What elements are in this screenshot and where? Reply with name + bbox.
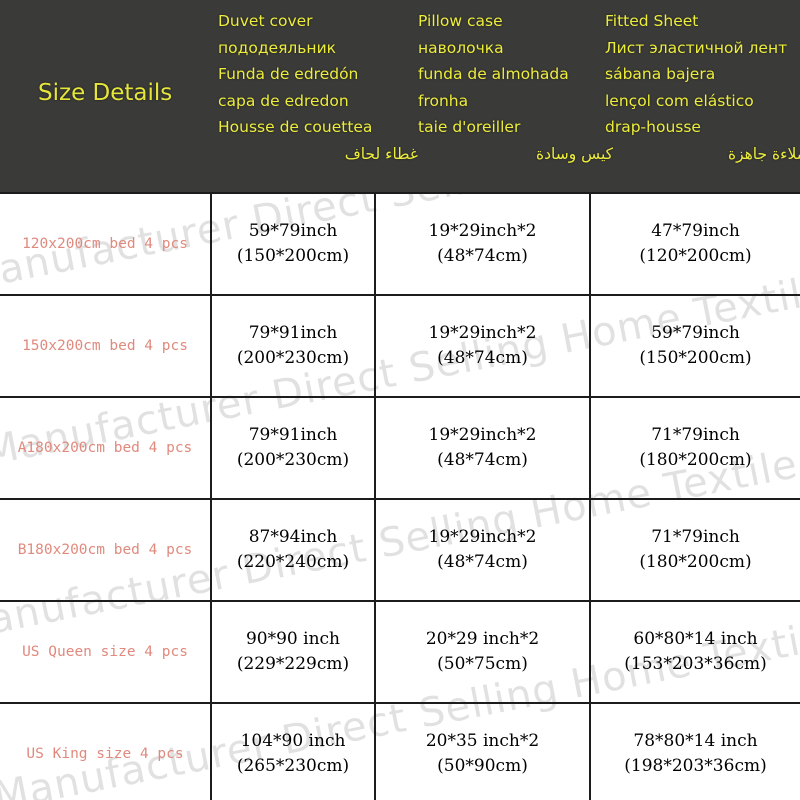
measure-inch: 79*91inch: [248, 425, 338, 445]
header-line-pt: lençol com elástico: [605, 91, 754, 110]
measure-inch: 104*90 inch: [240, 731, 346, 751]
measure-cm: (150*200cm): [236, 246, 350, 266]
measure-inch: 19*29inch*2: [428, 323, 537, 343]
measure-inch: 20*35 inch*2: [425, 731, 540, 751]
size-table-body: 120x200cm bed 4 pcs 59*79inch (150*200cm)…: [0, 192, 800, 800]
measure-cm: (265*230cm): [236, 756, 350, 776]
cell-size: 150x200cm bed 4 pcs: [0, 294, 212, 398]
measure-cm: (50*75cm): [437, 654, 528, 674]
cell-pillow: 19*29inch*2 (48*74cm): [374, 192, 591, 296]
cell-duvet: 87*94inch (220*240cm): [210, 498, 376, 602]
measure-inch: 59*79inch: [248, 221, 338, 241]
header-line-en: Duvet cover: [218, 12, 313, 30]
measure-inch: 90*90 inch: [245, 629, 341, 649]
cell-sheet: 78*80*14 inch (198*203*36cm): [589, 702, 800, 800]
header-line-es: Funda de edredón: [218, 65, 359, 83]
measure-cm: (48*74cm): [437, 246, 528, 266]
measure-cm: (150*200cm): [639, 348, 752, 368]
cell-size: B180x200cm bed 4 pcs: [0, 498, 212, 602]
cell-pillow: 19*29inch*2 (48*74cm): [374, 294, 591, 398]
header-line-ru: наволочка: [418, 38, 504, 57]
measure-cm: (153*203*36cm): [624, 654, 767, 674]
size-label: A180x200cm bed 4 pcs: [17, 440, 193, 456]
measure-inch: 78*80*14 inch: [633, 731, 758, 751]
cell-size: A180x200cm bed 4 pcs: [0, 396, 212, 500]
cell-pillow: 20*29 inch*2 (50*75cm): [374, 600, 591, 704]
size-label: B180x200cm bed 4 pcs: [17, 542, 193, 558]
measure-cm: (50*90cm): [437, 756, 528, 776]
cell-size: US King size 4 pcs: [0, 702, 212, 800]
header-line-es: sábana bajera: [605, 65, 716, 83]
measure-inch: 19*29inch*2: [428, 221, 537, 241]
measure-cm: (48*74cm): [437, 450, 528, 470]
measure-inch: 19*29inch*2: [428, 425, 537, 445]
table-row: 120x200cm bed 4 pcs 59*79inch (150*200cm)…: [0, 192, 800, 296]
measure-inch: 20*29 inch*2: [425, 629, 540, 649]
measure-cm: (48*74cm): [437, 552, 528, 572]
measure-cm: (120*200cm): [639, 246, 752, 266]
cell-sheet: 59*79inch (150*200cm): [589, 294, 800, 398]
measure-cm: (200*230cm): [236, 450, 350, 470]
header-line-es: funda de almohada: [418, 65, 569, 83]
cell-duvet: 90*90 inch (229*229cm): [210, 600, 376, 704]
header-line-fr: taie d'oreiller: [418, 118, 521, 136]
header-line-en: Pillow case: [418, 12, 503, 30]
measure-inch: 19*29inch*2: [428, 527, 537, 547]
measure-inch: 47*79inch: [651, 221, 740, 241]
header-column-duvet-cover: Duvet cover пододеяльник Funda de edredó…: [218, 8, 418, 167]
table-row: US King size 4 pcs 104*90 inch (265*230cm…: [0, 702, 800, 800]
table-header-band: Size Details Duvet cover пододеяльник Fu…: [0, 0, 800, 192]
header-line-pt: capa de edredon: [218, 91, 349, 110]
header-line-ru: пододеяльник: [218, 38, 337, 57]
measure-inch: 59*79inch: [651, 323, 740, 343]
header-line-en: Fitted Sheet: [605, 12, 699, 30]
cell-sheet: 71*79inch (180*200cm): [589, 396, 800, 500]
header-line-ru: Лист эластичной лент: [605, 38, 788, 57]
size-label: 120x200cm bed 4 pcs: [22, 236, 188, 252]
cell-sheet: 60*80*14 inch (153*203*36cm): [589, 600, 800, 704]
cell-duvet: 59*79inch (150*200cm): [210, 192, 376, 296]
cell-pillow: 20*35 inch*2 (50*90cm): [374, 702, 591, 800]
measure-inch: 87*94inch: [248, 527, 338, 547]
measure-inch: 71*79inch: [651, 425, 740, 445]
measure-inch: 60*80*14 inch: [633, 629, 758, 649]
header-line-pt: fronha: [418, 91, 469, 110]
size-details-table: 120x200cm bed 4 pcs 59*79inch (150*200cm)…: [0, 192, 800, 800]
measure-cm: (48*74cm): [437, 348, 528, 368]
size-label: US King size 4 pcs: [26, 746, 184, 762]
table-row: US Queen size 4 pcs 90*90 inch (229*229cm…: [0, 600, 800, 704]
header-line-ar: كيس وسادة: [536, 144, 613, 163]
measure-inch: 71*79inch: [651, 527, 740, 547]
cell-sheet: 71*79inch (180*200cm): [589, 498, 800, 602]
cell-size: US Queen size 4 pcs: [0, 600, 212, 704]
header-column-pillow-case: Pillow case наволочка funda de almohada …: [418, 8, 613, 167]
cell-duvet: 79*91inch (200*230cm): [210, 294, 376, 398]
cell-sheet: 47*79inch (120*200cm): [589, 192, 800, 296]
cell-pillow: 19*29inch*2 (48*74cm): [374, 396, 591, 500]
measure-cm: (180*200cm): [639, 552, 752, 572]
cell-duvet: 104*90 inch (265*230cm): [210, 702, 376, 800]
measure-cm: (220*240cm): [236, 552, 350, 572]
header-line-ar: ملاءة جاهزة: [727, 144, 800, 163]
size-label: 150x200cm bed 4 pcs: [22, 338, 188, 354]
measure-cm: (180*200cm): [639, 450, 752, 470]
header-line-ar: غطاء لحاف: [344, 144, 418, 163]
measure-inch: 79*91inch: [248, 323, 338, 343]
table-row: B180x200cm bed 4 pcs 87*94inch (220*240cm…: [0, 498, 800, 602]
header-column-fitted-sheet: Fitted Sheet Лист эластичной лент sábana…: [605, 8, 800, 167]
measure-cm: (200*230cm): [236, 348, 350, 368]
table-row: A180x200cm bed 4 pcs 79*91inch (200*230cm…: [0, 396, 800, 500]
header-line-fr: drap-housse: [605, 118, 701, 136]
measure-cm: (229*229cm): [236, 654, 350, 674]
cell-duvet: 79*91inch (200*230cm): [210, 396, 376, 500]
table-row: 150x200cm bed 4 pcs 79*91inch (200*230cm)…: [0, 294, 800, 398]
header-line-fr: Housse de couettea: [218, 118, 373, 136]
cell-size: 120x200cm bed 4 pcs: [0, 192, 212, 296]
measure-cm: (198*203*36cm): [624, 756, 767, 776]
cell-pillow: 19*29inch*2 (48*74cm): [374, 498, 591, 602]
size-label: US Queen size 4 pcs: [22, 644, 188, 660]
page-title: Size Details: [38, 80, 173, 106]
